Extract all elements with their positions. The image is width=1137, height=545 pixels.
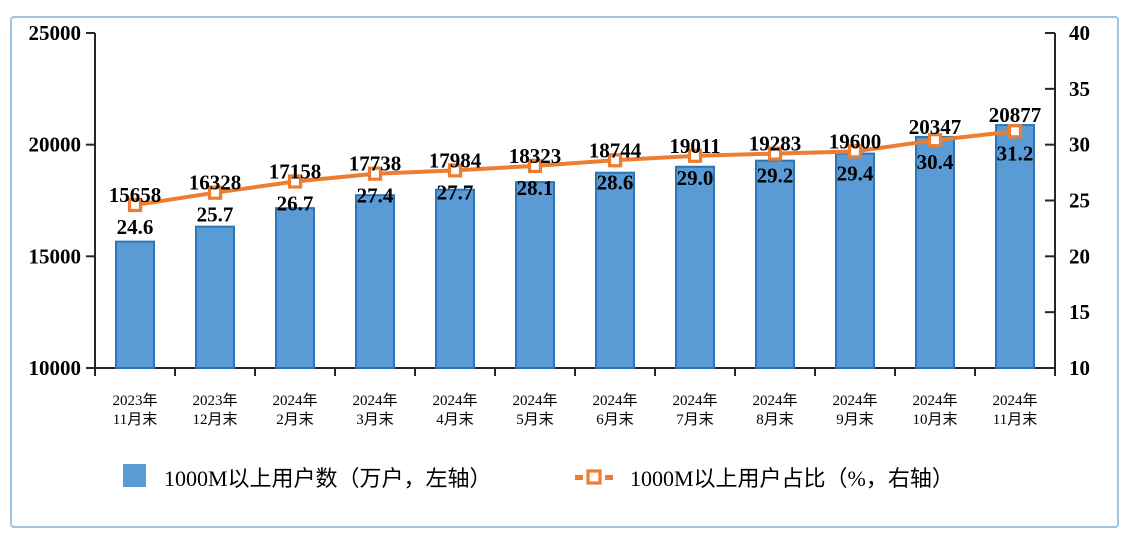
bar-value-label: 20877 <box>989 103 1042 127</box>
line-value-label: 29.0 <box>677 166 714 190</box>
line-marker <box>1007 124 1023 139</box>
line-value-label: 26.7 <box>277 192 314 216</box>
line-value-label: 25.7 <box>197 203 234 227</box>
x-axis-category-label: 7月末 <box>676 411 714 428</box>
line-marker <box>927 133 943 148</box>
bar-users <box>835 152 875 369</box>
line-marker <box>687 148 703 163</box>
left-axis-tick-label: 15000 <box>29 244 82 268</box>
line-marker <box>527 158 543 173</box>
left-axis-tick-label: 10000 <box>29 356 82 380</box>
bar-value-label: 20347 <box>909 115 962 139</box>
legend-line-marker-icon <box>586 469 602 485</box>
x-axis-category-label: 2024年 <box>912 392 957 409</box>
line-marker <box>207 185 223 200</box>
line-marker <box>127 197 143 213</box>
bar-value-label: 17158 <box>269 160 322 184</box>
line-marker <box>607 153 623 168</box>
bar-users <box>195 225 235 369</box>
line-value-label: 28.6 <box>597 170 634 194</box>
bar-users <box>275 207 315 369</box>
left-axis-tick-label: 20000 <box>29 133 82 157</box>
x-axis-category-label: 3月末 <box>356 411 394 428</box>
bar-users <box>595 171 635 369</box>
right-axis-tick-label: 10 <box>1069 356 1090 380</box>
x-axis-category-label: 12月末 <box>192 411 237 428</box>
bar-value-label: 18744 <box>589 138 642 162</box>
right-axis-tick-label: 35 <box>1069 77 1090 101</box>
legend-bar-label: 1000M以上用户数（万户，左轴） <box>164 466 492 491</box>
x-axis-category-label: 9月末 <box>836 411 874 428</box>
legend-line-dash-icon <box>575 475 583 480</box>
x-axis-category-label: 2024年 <box>992 392 1037 409</box>
bar-value-label: 18323 <box>509 144 562 168</box>
bar-users <box>355 194 395 369</box>
x-axis-category-label: 2024年 <box>512 392 557 409</box>
x-axis-category-label: 2024年 <box>832 392 877 409</box>
bar-value-label: 17738 <box>349 152 402 176</box>
bar-value-label: 16328 <box>189 171 242 195</box>
line-marker <box>447 163 463 178</box>
bar-users <box>435 188 475 369</box>
bar-users <box>915 135 955 369</box>
line-value-label: 30.4 <box>917 150 954 174</box>
x-axis-category-label: 2023年 <box>192 392 237 409</box>
x-axis-category-label: 2024年 <box>272 392 317 409</box>
right-axis-tick-label: 30 <box>1069 133 1090 157</box>
line-value-label: 28.1 <box>517 176 554 200</box>
bar-users <box>995 124 1035 369</box>
right-axis-tick-label: 40 <box>1069 21 1090 45</box>
x-axis-category-label: 6月末 <box>596 411 634 428</box>
line-share <box>134 129 1016 207</box>
left-axis-tick-label: 25000 <box>29 21 82 45</box>
x-axis-category-label: 11月末 <box>993 411 1037 428</box>
legend-line-dash-icon <box>605 475 613 480</box>
right-axis-tick-label: 25 <box>1069 189 1090 213</box>
bar-value-label: 19011 <box>669 134 720 158</box>
line-value-label: 24.6 <box>117 215 154 239</box>
right-axis-tick-label: 20 <box>1069 244 1090 268</box>
x-axis-category-label: 11月末 <box>113 411 157 428</box>
x-axis-category-label: 2024年 <box>432 392 477 409</box>
bar-users <box>115 240 155 369</box>
legend-bar-swatch <box>123 464 146 487</box>
line-marker <box>767 146 783 161</box>
bar-users <box>515 181 555 369</box>
bar-users <box>755 159 795 369</box>
x-axis-category-label: 2024年 <box>352 392 397 409</box>
x-axis-category-label: 10月末 <box>912 411 957 428</box>
x-axis-category-label: 8月末 <box>756 411 794 428</box>
x-axis-category-label: 2024年 <box>592 392 637 409</box>
legend-line-label: 1000M以上用户占比（%，右轴） <box>630 466 954 491</box>
bar-value-label: 17984 <box>429 148 482 172</box>
x-axis-category-label: 2024年 <box>672 392 717 409</box>
bar-value-label: 19600 <box>829 129 882 153</box>
x-axis-category-label: 5月末 <box>516 411 554 428</box>
bar-value-label: 19283 <box>749 132 802 156</box>
bar-users <box>675 165 715 369</box>
line-value-label: 29.4 <box>837 161 874 185</box>
x-axis-category-label: 2023年 <box>112 392 157 409</box>
line-marker <box>847 144 863 159</box>
line-value-label: 29.2 <box>757 164 794 188</box>
line-value-label: 31.2 <box>997 141 1034 165</box>
x-axis-category-label: 2024年 <box>752 392 797 409</box>
bar-value-label: 15658 <box>109 183 162 207</box>
line-marker <box>367 166 383 181</box>
line-value-label: 27.4 <box>357 184 394 208</box>
line-value-label: 27.7 <box>437 180 474 204</box>
x-axis-category-label: 2月末 <box>276 411 314 428</box>
right-axis-tick-label: 15 <box>1069 300 1090 324</box>
line-marker <box>287 174 303 189</box>
x-axis-category-label: 4月末 <box>436 411 474 428</box>
